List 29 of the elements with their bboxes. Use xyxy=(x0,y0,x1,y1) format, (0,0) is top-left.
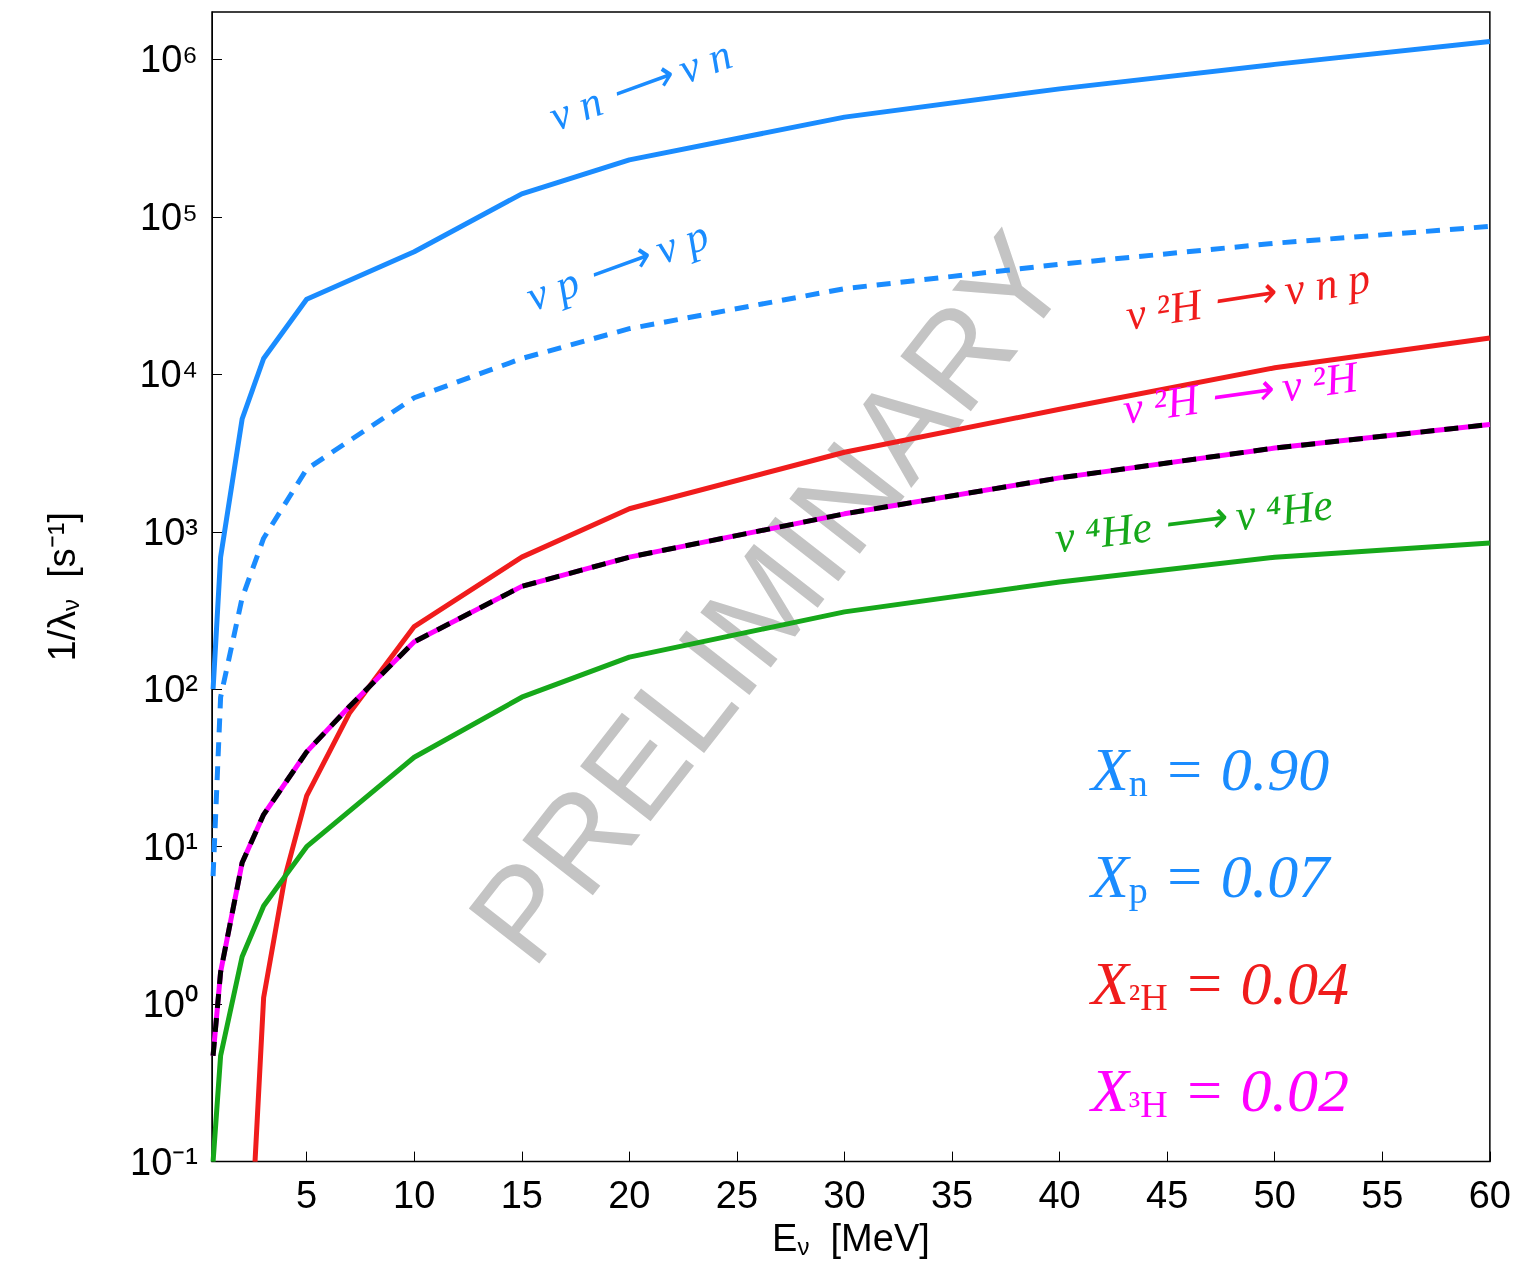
annotation: X²H = 0.04 xyxy=(1088,949,1350,1018)
annotation: X³H = 0.02 xyxy=(1088,1056,1350,1125)
x-tick-label: 45 xyxy=(1146,1173,1189,1216)
x-tick-label: 40 xyxy=(1038,1173,1081,1216)
y-tick-label: 10⁶ xyxy=(140,38,198,81)
text: ν ²H ⟶ ν ²H xyxy=(1120,351,1363,434)
x-tick-label: 25 xyxy=(715,1173,759,1216)
text: ν ⁴He ⟶ ν ⁴He xyxy=(1052,479,1336,563)
y-tick-label: 10¹ xyxy=(143,825,198,868)
x-tick-label: 50 xyxy=(1253,1173,1296,1216)
y-tick-label: 10² xyxy=(143,668,198,711)
y-axis-title: 1/λν [s⁻¹] xyxy=(40,512,84,662)
text: ν n ⟶ ν n xyxy=(542,29,739,141)
x-tick-label: 60 xyxy=(1468,1173,1512,1216)
x-tick-label: 20 xyxy=(608,1173,651,1216)
annotation: Xn = 0.90 xyxy=(1088,735,1330,804)
y-tick-label: 10⁵ xyxy=(139,195,198,238)
x-tick-label: 35 xyxy=(930,1173,974,1216)
y-tick-label: 10⁻¹ xyxy=(130,1140,198,1183)
x-tick-label: 10 xyxy=(393,1173,436,1216)
x-tick-label: 15 xyxy=(500,1173,543,1216)
y-tick-label: 10⁴ xyxy=(139,353,198,396)
x-tick-label: 55 xyxy=(1361,1173,1404,1216)
annotation: Xp = 0.07 xyxy=(1088,842,1333,911)
y-tick-label: 10³ xyxy=(143,510,198,553)
x-tick-label: 30 xyxy=(823,1173,866,1216)
text: ν ²H ⟶ ν n p xyxy=(1122,253,1374,340)
y-tick-label: 10⁰ xyxy=(142,983,198,1026)
x-tick-label: 5 xyxy=(296,1173,318,1216)
